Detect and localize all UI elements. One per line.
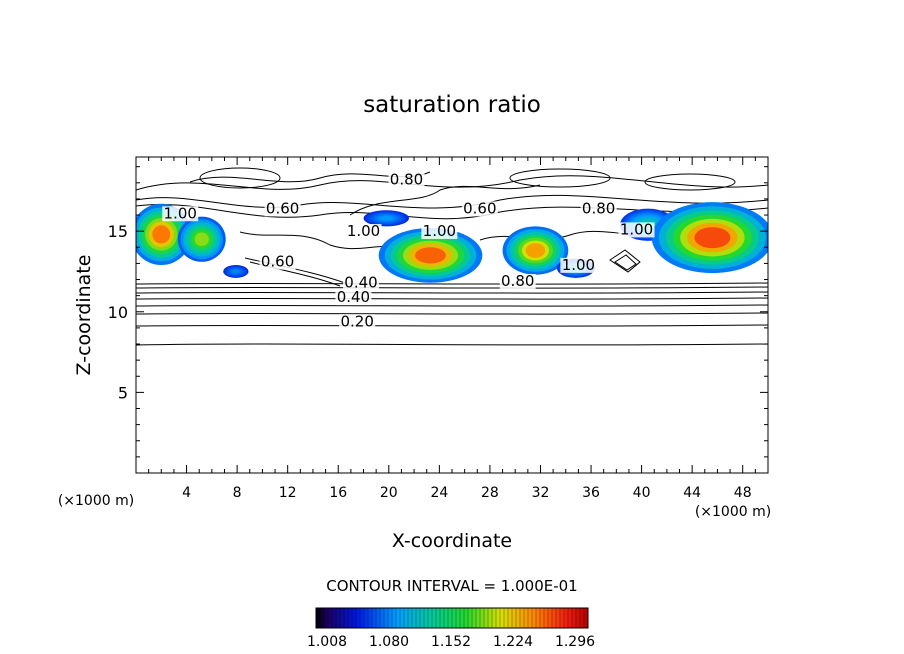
contour-label: 0.80: [582, 199, 615, 217]
supersaturated-region-band: [694, 227, 731, 249]
y-tick-label: 10: [108, 303, 128, 322]
contour-label-bg: [421, 224, 458, 239]
contour-label: 0.60: [463, 199, 496, 217]
contour-line-mid-c: [244, 257, 346, 284]
supersaturated-region-band: [379, 215, 394, 221]
colorbar: 1.008 1.080 1.152 1.224 1.296: [307, 607, 595, 650]
contour-label-bg: [342, 275, 379, 291]
colorbar-labels: 1.008 1.080 1.152 1.224 1.296: [307, 634, 595, 650]
contour-labels: 0.20 0.400.40 0.60 0.80 1.00 1.00 1.00 1.00 1.00…: [162, 170, 655, 330]
plot-area: 0.20 0.400.40 0.60 0.80 1.00 1.00 1.00 1.00 1.00…: [136, 167, 768, 346]
contour-line-0-80: [136, 286, 768, 289]
contour-line-upper-e: [349, 184, 541, 216]
contour-line-0-30: [136, 324, 768, 327]
x-axis: 4 8 12 16 20 24 28 32 36 40 44 48: [148, 157, 756, 501]
contour-line-upper-b: [136, 194, 768, 209]
contour-label-bg: [499, 273, 536, 289]
supersaturated-region-band: [194, 232, 209, 246]
contour-label: 0.80: [390, 170, 423, 188]
colorbar-tick-label: 1.152: [431, 634, 471, 650]
x-tick-label: 16: [329, 485, 347, 501]
y-tick-label: 15: [108, 222, 128, 241]
colorbar-tick-label: 1.008: [307, 634, 347, 650]
contour-label-bg: [345, 224, 382, 239]
contour-label: 1.00: [562, 256, 595, 274]
contour-label: 0.40: [344, 274, 377, 292]
contour-ring-top-3: [644, 173, 736, 191]
contour-ring-top-2: [509, 168, 611, 188]
contour-line-mid-b: [249, 261, 341, 287]
contour-line-0-70: [136, 291, 768, 294]
contour-label-bg: [335, 290, 372, 306]
contour-label-bg: [388, 172, 425, 188]
contour-line-0-60: [136, 297, 768, 300]
colorbar-stripes: [319, 608, 585, 628]
contour-label: 1.00: [347, 222, 380, 240]
y-tick-label: 5: [118, 383, 128, 402]
x-tick-label: 48: [734, 485, 752, 501]
chart-title: saturation ratio: [363, 92, 541, 118]
y-axis-label: Z-coordinate: [73, 255, 95, 376]
x-tick-label: 24: [430, 485, 448, 501]
supersaturated-region-band: [525, 243, 546, 258]
x-tick-label: 44: [683, 485, 701, 501]
x-axis-label: X-coordinate: [392, 530, 512, 552]
colorbar-tick-label: 1.080: [369, 634, 409, 650]
contour-label: 0.60: [266, 199, 299, 217]
contour-label: 0.80: [501, 272, 534, 290]
contour-label-bg: [560, 257, 597, 273]
x-tick-label: 20: [380, 485, 398, 501]
x-tick-label: 40: [633, 485, 651, 501]
contour-label-bg: [162, 206, 199, 222]
contour-label: 0.20: [340, 312, 373, 330]
contour-label-bg: [618, 222, 655, 238]
colorbar-tick-label: 1.296: [555, 634, 595, 650]
colorbar-tick-label: 1.224: [493, 634, 533, 650]
x-tick-label: 28: [481, 485, 499, 501]
x-tick-label: 4: [182, 485, 191, 501]
x-unit-right: (×1000 m): [695, 504, 771, 520]
x-tick-label: 36: [582, 485, 600, 501]
contour-label: 1.00: [620, 220, 653, 238]
contour-label-bg: [259, 254, 296, 270]
y-axis: 5 10 15: [108, 166, 768, 458]
contour-label: 0.40: [337, 288, 370, 306]
contour-line-mid-f: [614, 254, 637, 271]
contour-label-bg: [264, 201, 301, 217]
supersaturated-region-band: [232, 269, 240, 274]
contour-label: 0.60: [261, 253, 294, 271]
contour-line-0-40: [136, 312, 768, 315]
contour-label-bg: [461, 201, 498, 217]
supersaturated-region-band: [152, 225, 171, 244]
contour-interval-text: CONTOUR INTERVAL = 1.000E-01: [326, 577, 577, 595]
contour-label-bg: [580, 201, 617, 217]
contour-line-0-20: [136, 343, 768, 346]
contour-line-upper-a: [136, 175, 768, 191]
x-unit-left: (×1000 m): [58, 493, 134, 509]
contour-line-mid-e: [609, 249, 641, 273]
contour-ring-top: [199, 167, 281, 189]
supersaturated-regions: [136, 202, 768, 283]
contour-label: 1.00: [423, 222, 456, 240]
x-tick-label: 8: [233, 485, 242, 501]
supersaturated-region-band: [415, 247, 446, 264]
contour-line-0-50: [136, 304, 768, 307]
contour-label-bg: [339, 314, 376, 330]
contour-line-0-90: [136, 282, 768, 285]
contour-label: 1.00: [164, 204, 197, 222]
x-tick-label: 12: [279, 485, 297, 501]
x-tick-label: 32: [532, 485, 550, 501]
